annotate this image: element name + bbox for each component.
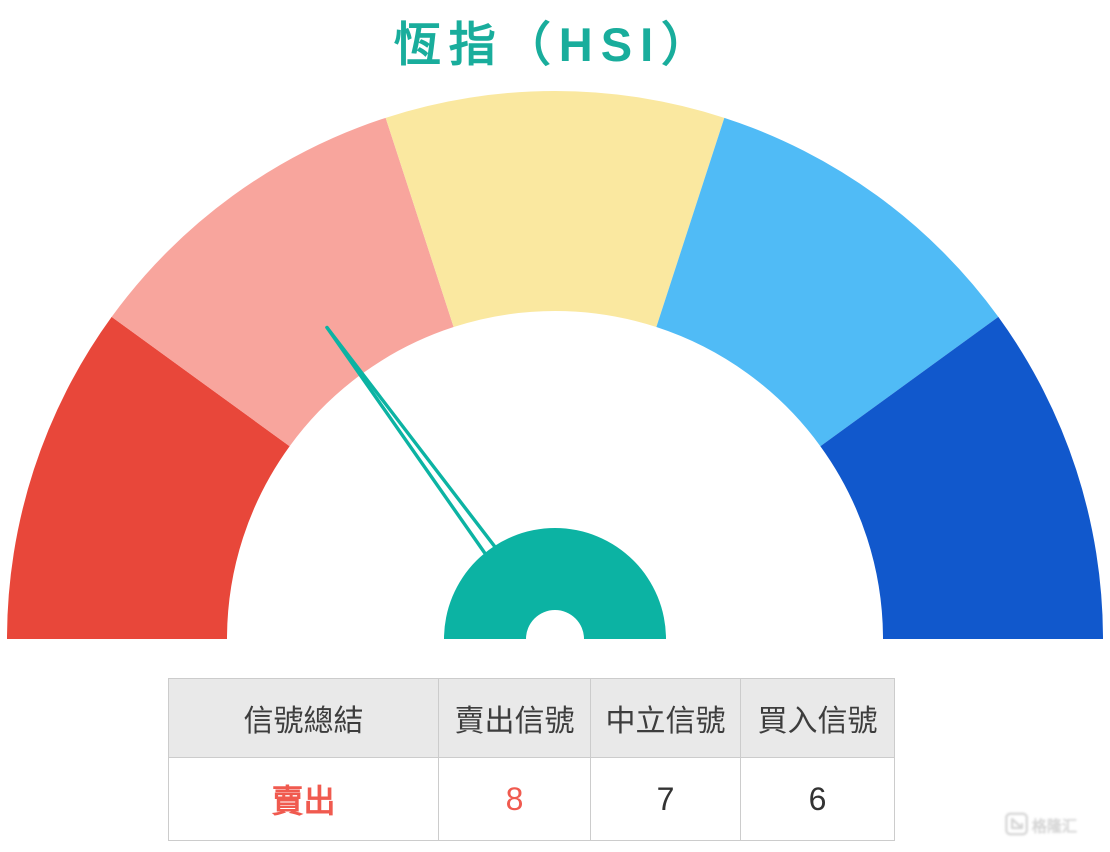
svg-text:格隆汇: 格隆汇 xyxy=(1032,818,1077,836)
